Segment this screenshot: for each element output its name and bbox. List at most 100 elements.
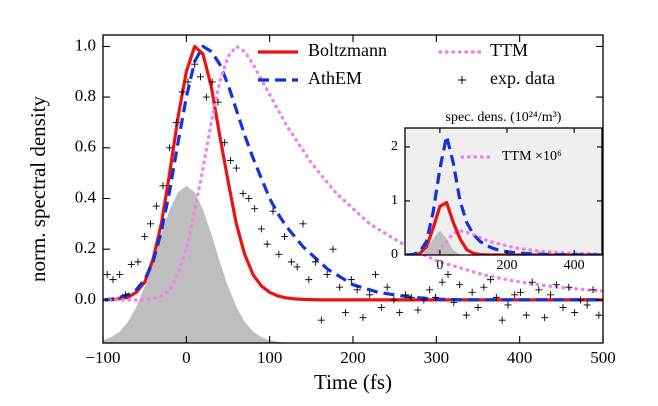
data-point [438, 278, 446, 286]
data-point [589, 286, 597, 294]
data-point [517, 288, 524, 296]
data-point [116, 271, 124, 279]
data-point [383, 283, 391, 291]
x-tick-label: 0 [436, 258, 443, 273]
plot-1: TTM ×10⁶ 0 200 400 0 1 2 spec. dens. (10²⁴/m³) [391, 110, 603, 273]
data-point [103, 271, 111, 279]
data-point [547, 291, 554, 299]
data-point [366, 291, 374, 299]
data-point [492, 293, 500, 301]
data-point [293, 263, 301, 271]
data-point [377, 304, 385, 312]
data-point [444, 271, 452, 279]
data-point [432, 293, 439, 301]
data-point [571, 309, 579, 317]
x-tick-label: 100 [257, 348, 283, 367]
data-point [462, 311, 470, 319]
data-point [141, 233, 149, 241]
plot-background [405, 128, 602, 255]
data-point [396, 309, 404, 317]
data-point [122, 291, 129, 299]
data-point [323, 271, 331, 279]
data-point [202, 93, 210, 101]
data-point [552, 281, 560, 289]
data-point [402, 291, 409, 299]
data-point [257, 225, 265, 233]
data-point [511, 291, 519, 299]
y-tick-label: 0.8 [75, 86, 96, 105]
x-tick-label: 500 [590, 348, 616, 367]
data-point [342, 309, 349, 317]
legend-marker [458, 76, 466, 84]
y-tick-label: 2 [391, 139, 398, 154]
data-point [251, 205, 259, 213]
data-point [166, 144, 174, 152]
legend-label: AthEM [308, 68, 362, 88]
data-point [287, 258, 295, 266]
data-point [245, 195, 253, 203]
data-point [152, 202, 160, 210]
data-point [275, 250, 283, 258]
data-point [317, 316, 325, 324]
data-point [372, 271, 379, 279]
data-point [474, 304, 482, 312]
data-point [487, 276, 494, 284]
data-point [134, 258, 142, 266]
y-tick-label: 1.0 [75, 35, 96, 54]
data-point [305, 276, 313, 284]
data-point [450, 298, 458, 306]
data-point [312, 258, 319, 266]
data-point [504, 301, 512, 309]
data-point [191, 60, 199, 68]
shaded-area [103, 185, 603, 343]
data-point [214, 98, 222, 106]
x-tick-label: 400 [564, 258, 585, 273]
data-point [208, 78, 216, 86]
series-line [406, 200, 601, 255]
y-tick-label: 1 [391, 193, 398, 208]
data-point [172, 118, 180, 126]
data-point [269, 207, 277, 215]
plot-area [103, 44, 603, 343]
data-point [147, 220, 154, 228]
x-tick-label: −100 [85, 348, 120, 367]
data-point [178, 88, 186, 96]
data-point [281, 233, 289, 241]
data-point [456, 281, 464, 289]
data-point [522, 311, 530, 319]
data-point [426, 286, 434, 294]
legend-label: Boltzmann [308, 40, 387, 60]
x-axis-title: Time (fs) [314, 370, 392, 394]
legend-label: exp. data [490, 68, 555, 88]
data-point [336, 283, 344, 291]
plot-frame [404, 127, 603, 256]
plot-area [405, 134, 602, 255]
y-tick-label: 0.0 [75, 289, 96, 308]
data-point [127, 260, 135, 268]
data-point [159, 182, 167, 190]
data-point [468, 288, 476, 296]
data-point [480, 283, 488, 291]
data-point [420, 296, 428, 304]
data-point [221, 139, 229, 147]
series-line [406, 134, 601, 255]
y-tick-label: 0.6 [75, 137, 96, 156]
data-point [595, 311, 603, 319]
data-point [184, 78, 192, 86]
x-tick-label: 200 [497, 258, 518, 273]
data-point [390, 296, 398, 304]
series-line [405, 228, 602, 255]
series-line [103, 44, 603, 302]
x-tick-label: 300 [424, 348, 450, 367]
y-axis-title: norm. spectral density [26, 95, 50, 282]
legend-label: TTM ×10⁶ [502, 149, 562, 164]
y-tick-label: 0 [391, 247, 398, 262]
data-point [535, 286, 543, 294]
series-line [103, 44, 603, 302]
data-point [577, 296, 584, 304]
x-tick-label: 400 [507, 348, 533, 367]
data-point [407, 293, 415, 301]
data-point [239, 189, 247, 197]
data-point [263, 240, 271, 248]
data-point [227, 156, 234, 164]
